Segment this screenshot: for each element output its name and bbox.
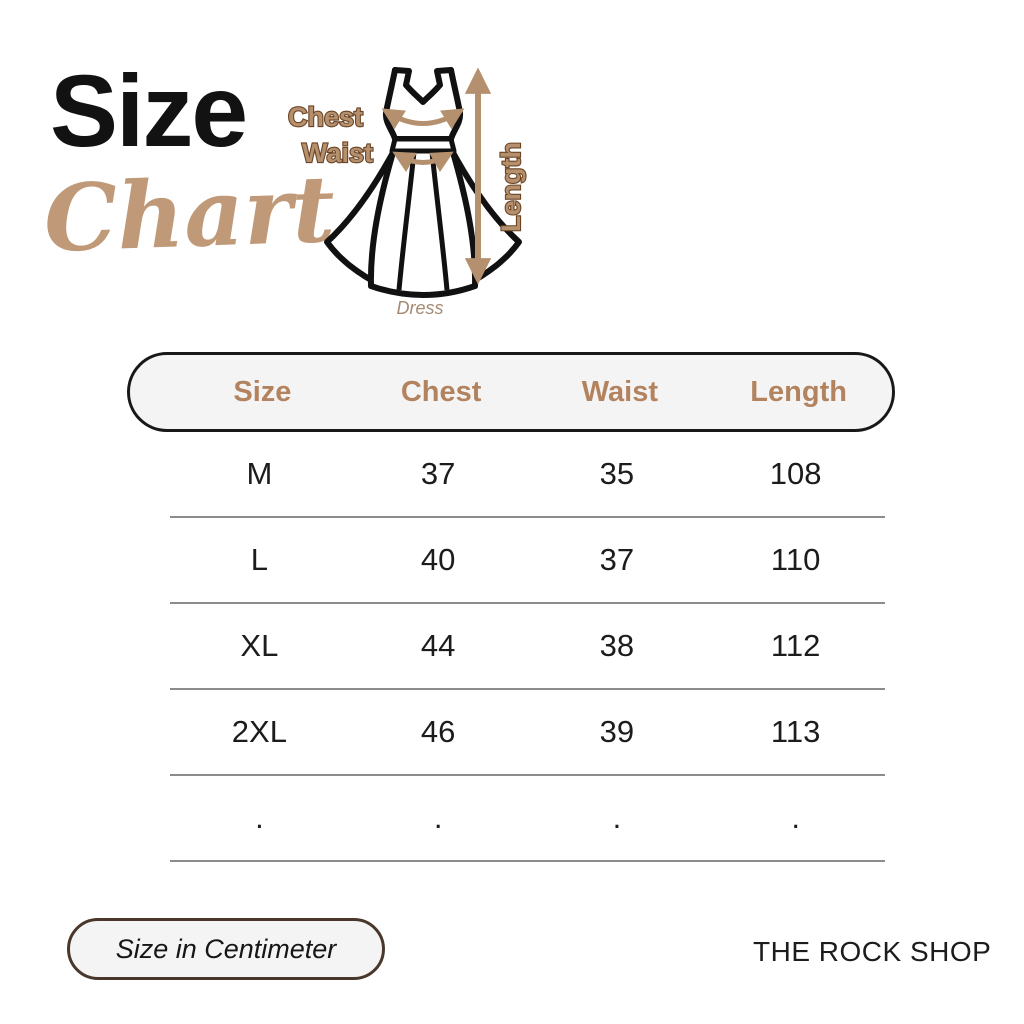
waist-arrow [392, 151, 454, 173]
chest-arrow [381, 108, 465, 130]
chest-measure-label: Chest [288, 102, 363, 132]
dress-caption: Dress [396, 298, 443, 318]
cell-waist: 37 [599, 542, 635, 577]
cell-waist: 35 [599, 456, 635, 491]
dress-neckline [392, 67, 454, 105]
cell-size: XL [240, 628, 279, 663]
table-row: XL 44 38 112 [170, 604, 885, 690]
header-cell-chest: Chest [400, 375, 482, 408]
cell-length: . [791, 800, 800, 835]
size-table-header-row: Size Chest Waist Length [173, 355, 888, 429]
table-row: L 40 37 110 [170, 518, 885, 604]
cell-chest: 37 [420, 456, 456, 491]
size-table-body: M 37 35 108 L 40 37 110 XL 44 38 112 2XL… [170, 432, 885, 862]
cell-chest: 46 [420, 714, 456, 749]
cell-waist: . [612, 800, 622, 835]
cell-waist: 38 [599, 628, 635, 663]
table-row: M 37 35 108 [170, 432, 885, 518]
length-measure-label: Length [496, 142, 526, 232]
cell-size: . [255, 800, 264, 835]
cell-chest: . [433, 800, 443, 835]
header-cell-length: Length [750, 375, 847, 408]
cell-size: L [250, 542, 268, 577]
size-table-header: Size Chest Waist Length [127, 352, 895, 432]
dress-waistband [389, 136, 457, 154]
brand-name: THE ROCK SHOP [753, 936, 992, 967]
unit-badge: Size in Centimeter [67, 918, 385, 980]
header-cell-waist: Waist [581, 375, 659, 408]
cell-waist: 39 [599, 714, 635, 749]
dress-skirt [367, 146, 479, 298]
cell-length: 113 [770, 714, 821, 749]
table-row: 2XL 46 39 113 [170, 690, 885, 776]
cell-chest: 40 [420, 542, 456, 577]
dress-diagram: Chest Waist Length Dress [283, 50, 543, 325]
waist-measure-label: Waist [302, 138, 373, 168]
page-title-size: Size [50, 54, 248, 168]
cell-size: 2XL [231, 714, 287, 749]
dress-illustration-icon: Chest Waist Length Dress [287, 67, 527, 318]
cell-length: 112 [770, 628, 821, 663]
header-cell-size: Size [233, 375, 292, 408]
table-row: . . . . [170, 776, 885, 862]
cell-length: 108 [769, 456, 822, 491]
cell-chest: 44 [420, 628, 456, 663]
cell-size: M [246, 456, 273, 491]
cell-length: 110 [770, 542, 821, 577]
